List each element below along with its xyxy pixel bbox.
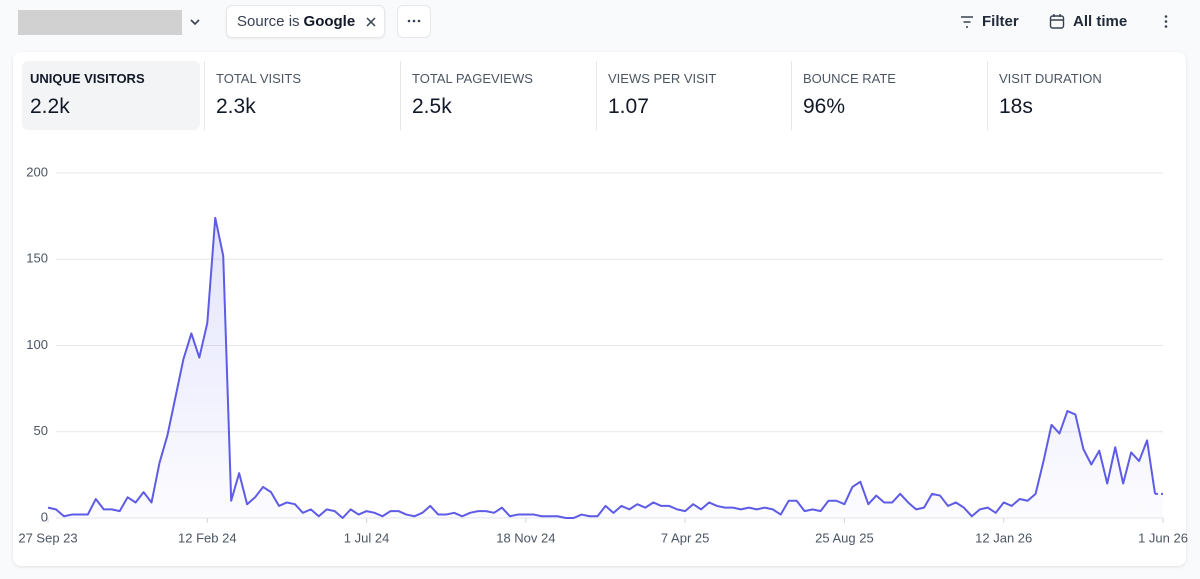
x-tick-label: 25 Aug 25 (815, 530, 874, 545)
line-series (47, 216, 1157, 519)
kebab-menu[interactable] (1160, 13, 1172, 30)
metric-label: TOTAL PAGEVIEWS (412, 71, 533, 86)
metric-value: 1.07 (608, 95, 649, 118)
y-tick-label: 200 (26, 164, 48, 179)
metric-tile[interactable]: BOUNCE RATE 96% (795, 61, 973, 130)
metric-label: VIEWS PER VISIT (608, 71, 717, 86)
filter-value: Google (303, 13, 356, 30)
metric-label: UNIQUE VISITORS (30, 71, 145, 86)
chevron-icon[interactable] (188, 15, 202, 29)
x-tick-label: 1 Jun 26 (1138, 530, 1188, 545)
metric-value: 2.3k (216, 95, 256, 118)
y-tick-label: 150 (26, 251, 48, 266)
filter-prefix: Source is (237, 13, 300, 30)
metric-tile[interactable]: TOTAL PAGEVIEWS 2.5k (404, 61, 582, 130)
y-tick-label: 50 (34, 423, 48, 438)
tile-divider (791, 61, 792, 130)
metric-tile[interactable]: UNIQUE VISITORS 2.2k (22, 61, 200, 130)
metric-label: VISIT DURATION (999, 71, 1102, 86)
metric-value: 2.2k (30, 95, 70, 118)
tile-divider (400, 61, 401, 130)
x-tick-label: 7 Apr 25 (661, 530, 709, 545)
filter-icon[interactable] (959, 14, 975, 30)
y-tick-label: 100 (26, 337, 48, 352)
x-tick-label: 12 Feb 24 (178, 530, 237, 545)
y-tick-label: 0 (41, 509, 48, 524)
period-button[interactable]: All time (1073, 13, 1128, 30)
metric-value: 96% (803, 95, 846, 118)
metric-tile[interactable]: TOTAL VISITS 2.3k (208, 61, 386, 130)
metric-tile[interactable]: VISIT DURATION 18s (991, 61, 1169, 130)
x-tick-label: 18 Nov 24 (496, 530, 555, 545)
tile-divider (204, 61, 205, 130)
metric-tile[interactable]: VIEWS PER VISIT 1.07 (600, 61, 778, 130)
x-tick-label: 12 Jan 26 (975, 530, 1032, 545)
ellipsis-icon (407, 19, 421, 23)
more-filters-button[interactable] (397, 5, 431, 38)
filter-pill[interactable]: Source is Google (226, 5, 385, 38)
area-fill (48, 217, 1163, 518)
metric-label: TOTAL VISITS (216, 71, 302, 86)
metric-value: 2.5k (412, 95, 452, 118)
tile-divider (987, 61, 988, 130)
tile-divider (596, 61, 597, 130)
remove-filter-icon[interactable] (365, 16, 377, 28)
x-tick-label: 27 Sep 23 (18, 530, 77, 545)
filter-button[interactable]: Filter (982, 13, 1019, 30)
metric-label: BOUNCE RATE (803, 71, 896, 86)
metric-value: 18s (999, 95, 1033, 118)
x-tick-label: 1 Jul 24 (344, 530, 390, 545)
site-selector[interactable] (18, 10, 182, 35)
calendar-icon[interactable] (1049, 13, 1065, 30)
